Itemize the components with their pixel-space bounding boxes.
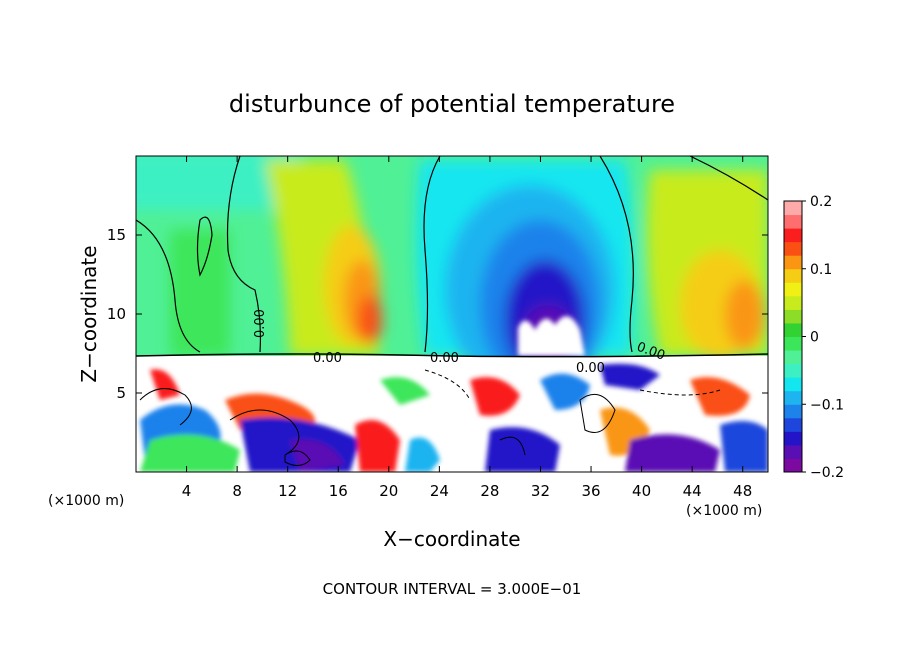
blob-15 [600, 363, 660, 390]
contour-label: 0.00 [576, 361, 605, 376]
colorbar-tick-label: −0.2 [810, 465, 844, 481]
contour-interval-note: CONTOUR INTERVAL = 3.000E−01 [323, 580, 582, 598]
contour-a [139, 388, 192, 426]
x-tick-label: 40 [632, 482, 651, 500]
x-tick-label: 28 [480, 482, 499, 500]
colorbar-swatch [784, 309, 802, 324]
blob-12 [625, 434, 720, 472]
zero-contour-dome-east [599, 156, 634, 353]
x-tick-label: 32 [531, 482, 550, 500]
contour-f [424, 369, 471, 401]
contour-label: 0.00 [253, 309, 268, 338]
colorbar-swatch [784, 390, 802, 405]
zero-contour-dome-west [423, 156, 441, 353]
x-tick-label: 8 [232, 482, 242, 500]
blob-10 [540, 373, 590, 410]
colorbar-swatch [784, 295, 802, 310]
x-tick-label: 16 [329, 482, 348, 500]
y-tick-label: 5 [116, 384, 126, 402]
colorbar-swatch [784, 282, 802, 297]
zero-contour-right-top [689, 156, 768, 201]
colorbar: 0.2 0.1 0 −0.1 −0.2 [783, 194, 844, 481]
upper-contours [136, 156, 768, 358]
colorbar-tick-label: 0.2 [810, 194, 832, 210]
colorbar-swatch [784, 268, 802, 283]
x-tick-label: 12 [278, 482, 297, 500]
cold-dome-white-cap [518, 316, 585, 356]
colorbar-swatch [784, 363, 802, 378]
colorbar-swatch [784, 431, 802, 446]
lower-layer-contours [139, 369, 721, 466]
y-axis-label: Z−coordinate [77, 245, 101, 382]
blob-16 [150, 369, 180, 400]
contour-label: 0.00 [313, 351, 342, 366]
colorbar-swatch [784, 214, 802, 229]
blob-6 [355, 420, 400, 472]
x-unit-right: (×1000 m) [686, 503, 762, 519]
y-tick-label: 15 [107, 226, 126, 244]
cold-dome-detail [518, 316, 585, 356]
colorbar-swatch [784, 241, 802, 256]
colorbar-tick-label: 0 [810, 330, 819, 346]
colorbar-swatch [784, 228, 802, 243]
contour-c [499, 436, 526, 456]
interface-line [136, 353, 768, 358]
colorbar-swatch [784, 201, 802, 216]
zero-contour-left-edge [136, 219, 201, 353]
x-tick-label: 4 [182, 482, 192, 500]
colorbar-swatch [784, 322, 802, 337]
blob-13 [690, 377, 750, 416]
x-tick-label: 44 [683, 482, 702, 500]
colorbar-tick-label: −0.1 [810, 397, 844, 413]
warm-core-left-hot [358, 295, 382, 345]
blob-14 [720, 421, 768, 472]
blob-7 [405, 437, 440, 472]
contour-d [579, 393, 616, 433]
contour-e [284, 450, 311, 466]
colorbar-swatch [784, 404, 802, 419]
colorbar-tick-label: 0.1 [810, 262, 832, 278]
x-tick-label: 24 [430, 482, 449, 500]
contour-g [639, 389, 721, 396]
colorbar-swatch [784, 255, 802, 270]
contour-label: 0.00 [430, 351, 459, 366]
lower-layer-blobs [140, 363, 768, 472]
colorbar-swatch [784, 350, 802, 365]
colorbar-swatch [784, 417, 802, 432]
colorbar-swatch [784, 336, 802, 351]
x-unit-left: (×1000 m) [48, 493, 124, 509]
x-tick-label: 48 [733, 482, 752, 500]
zero-contour-left-column [226, 156, 262, 353]
blob-17 [380, 377, 430, 405]
chart-title: disturbunce of potential temperature [229, 90, 675, 118]
x-axis-label: X−coordinate [383, 527, 520, 551]
blob-2 [140, 434, 240, 472]
blob-8 [470, 377, 520, 416]
colorbar-swatch [784, 377, 802, 392]
contour-b [229, 409, 300, 456]
colorbar-swatch [784, 444, 802, 459]
x-tick-label: 20 [379, 482, 398, 500]
closed-contour-small [196, 216, 213, 277]
left-band-green [170, 230, 230, 356]
field-plot-area [136, 156, 768, 472]
colorbar-swatch [784, 458, 802, 473]
y-tick-label: 10 [107, 305, 126, 323]
x-tick-label: 36 [581, 482, 600, 500]
warm-core-right-hot [725, 280, 765, 350]
